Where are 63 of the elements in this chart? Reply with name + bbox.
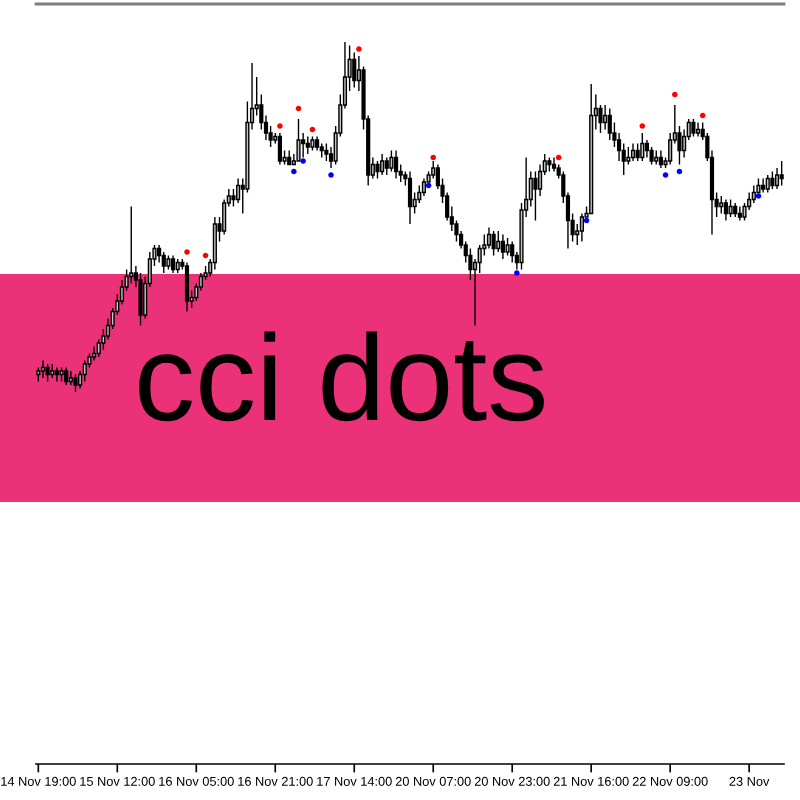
candlestick: [407, 170, 413, 225]
candlestick: [380, 153, 385, 176]
candlestick: [589, 83, 594, 215]
candlestick: [533, 170, 538, 222]
point: [328, 172, 334, 178]
point: [356, 46, 362, 52]
point: [755, 193, 762, 199]
candlestick: [296, 118, 301, 162]
candlestick: [774, 167, 780, 190]
candlestick: [170, 254, 176, 274]
candlestick: [54, 366, 59, 383]
candlestick: [607, 107, 612, 141]
candlestick: [644, 139, 650, 159]
candlestick: [314, 135, 320, 152]
candlestick: [723, 198, 729, 222]
candlestick: [579, 212, 584, 243]
point: [672, 91, 678, 98]
candlestick: [166, 254, 171, 271]
candlestick: [384, 156, 389, 176]
point: [662, 172, 669, 178]
candlestick: [551, 156, 557, 173]
candlestick: [737, 205, 742, 222]
candlestick: [352, 51, 357, 89]
candlestick: [728, 198, 733, 218]
point: [184, 249, 190, 255]
candlestick: [389, 149, 394, 173]
point: [300, 158, 306, 164]
point: [430, 154, 437, 161]
candlestick: [68, 370, 73, 386]
candlestick: [212, 216, 217, 271]
candlestick: [310, 135, 315, 152]
candlestick: [40, 359, 46, 379]
point: [555, 154, 562, 161]
candlestick: [277, 132, 283, 166]
candlestick: [64, 366, 69, 386]
candlestick: [500, 233, 506, 260]
candlestick: [765, 174, 770, 194]
candlestick: [491, 230, 496, 257]
candlestick: [393, 149, 399, 180]
text: cci dots: [139, 331, 544, 422]
point: [514, 270, 520, 276]
candlestick: [184, 261, 190, 313]
candlestick: [421, 177, 427, 197]
candlestick: [73, 373, 78, 393]
candlestick: [82, 359, 87, 383]
candlestick: [505, 237, 510, 257]
candlestick: [59, 366, 64, 383]
point: [277, 123, 283, 129]
candlestick: [91, 345, 97, 362]
candlestick: [138, 272, 143, 327]
candlestick: [161, 251, 166, 274]
candlestick: [695, 121, 701, 138]
point: [291, 168, 297, 175]
point: [699, 112, 706, 119]
candlestick: [761, 177, 766, 194]
candlestick: [658, 149, 663, 169]
candlestick: [375, 160, 380, 180]
candlestick: [486, 226, 492, 250]
candlestick: [630, 142, 636, 162]
candlestick: [510, 240, 515, 264]
candlestick: [691, 118, 696, 138]
candlestick: [649, 146, 654, 166]
point: [639, 123, 646, 129]
